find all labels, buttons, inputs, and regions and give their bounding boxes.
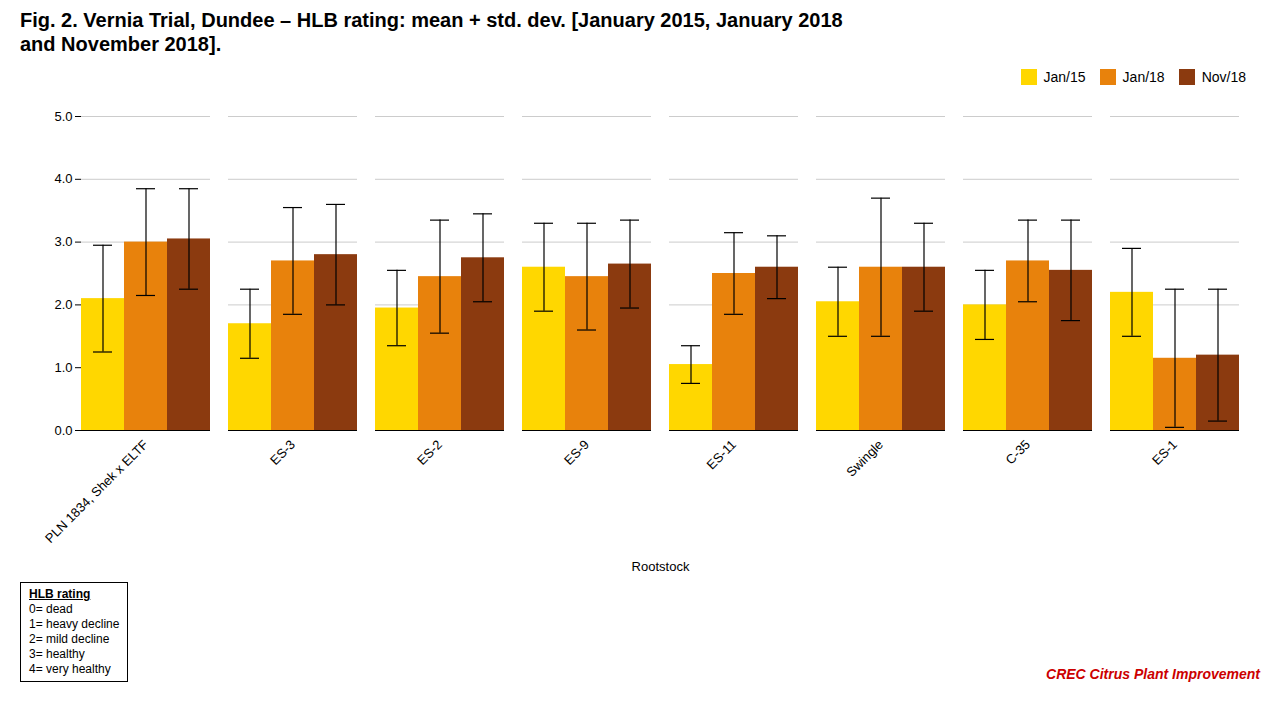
- html-text:1= heavy decline: 1= heavy decline: [29, 617, 120, 631]
- svg-text:4.0: 4.0: [54, 171, 72, 186]
- html-text:Nov/18: Nov/18: [1201, 68, 1246, 85]
- svg-text:ES-9: ES-9: [561, 437, 592, 468]
- html-text:CREC Citrus Plant Improvement: CREC Citrus Plant Improvement: [1046, 666, 1260, 682]
- html-text:Fig. 2. Vernia Trial, Dundee –: Fig. 2. Vernia Trial, Dundee – HLB ratin…: [20, 9, 843, 55]
- svg-text:0.0: 0.0: [54, 423, 72, 438]
- svg-text:5.0: 5.0: [54, 109, 72, 124]
- svg-text:2.0: 2.0: [54, 297, 72, 312]
- svg-text:ES-1: ES-1: [1149, 437, 1180, 468]
- html-text:2= mild decline: 2= mild decline: [29, 632, 110, 646]
- html-text:Jan/18: Jan/18: [1122, 68, 1165, 85]
- svg-text:1.0: 1.0: [54, 360, 72, 375]
- html-text:3= healthy: 3= healthy: [29, 647, 85, 661]
- svg-text:3.0: 3.0: [54, 234, 72, 249]
- svg-text:Swingle: Swingle: [843, 437, 886, 480]
- svg-text:ES-11: ES-11: [704, 437, 739, 472]
- svg-text:C-35: C-35: [1003, 437, 1034, 468]
- svg-text:ES-2: ES-2: [414, 437, 445, 468]
- html-text:HLB rating: HLB rating: [29, 587, 91, 601]
- svg-text:Rootstock: Rootstock: [632, 559, 690, 574]
- html-text:4= very healthy: 4= very healthy: [29, 662, 111, 676]
- html-text:Jan/15: Jan/15: [1043, 68, 1086, 85]
- svg-text:ES-3: ES-3: [267, 437, 298, 468]
- html-text:0= dead: 0= dead: [29, 602, 73, 616]
- svg-text:PLN 1834, Shek x ELTF: PLN 1834, Shek x ELTF: [42, 437, 151, 546]
